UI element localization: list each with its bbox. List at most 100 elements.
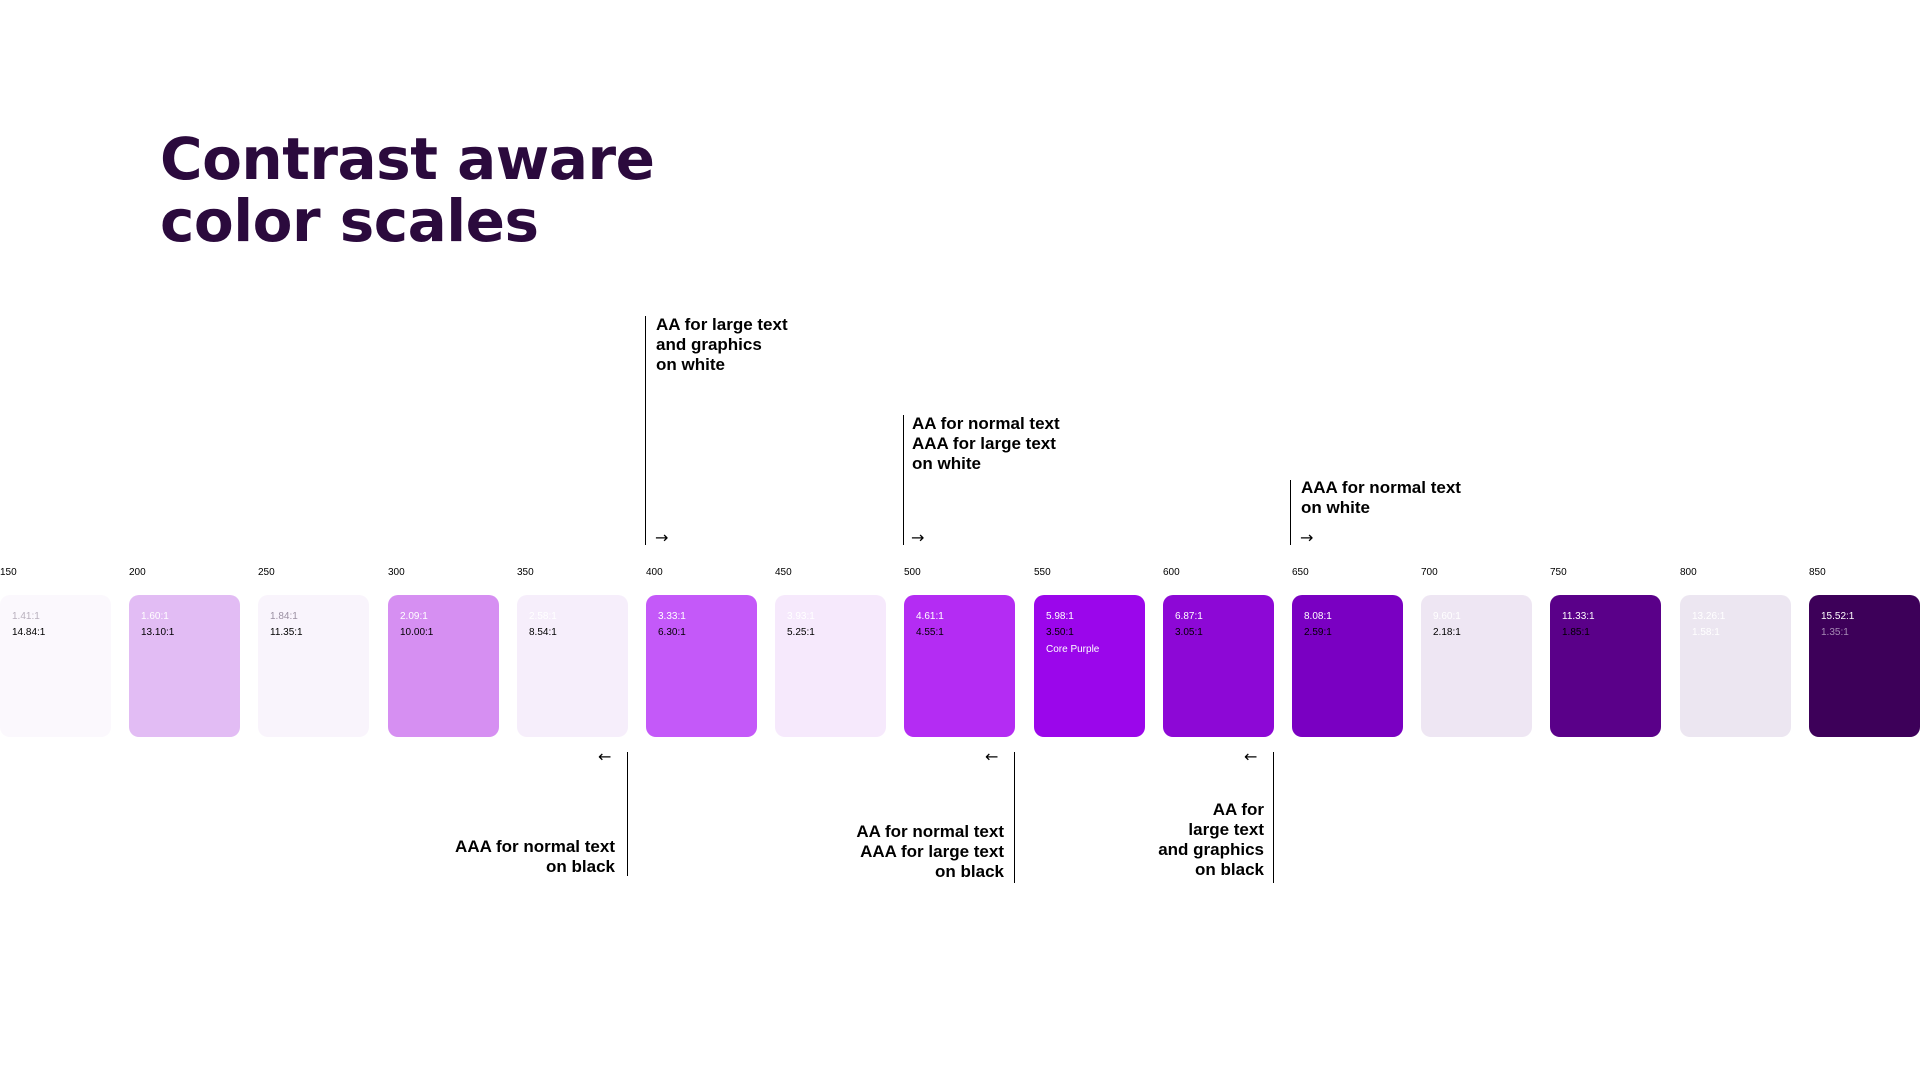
step-label: 600 (1163, 567, 1180, 578)
contrast-ratio-on-white: 4.61:1 (916, 611, 944, 622)
step-label: 450 (775, 567, 792, 578)
step-label: 200 (129, 567, 146, 578)
callout-line: AAA for large text (912, 434, 1056, 453)
color-swatch: 5.98:1 3.50:1 Core Purple (1034, 595, 1145, 737)
callout-line: AA for (1212, 800, 1264, 819)
contrast-ratio-on-black: 6.30:1 (658, 627, 686, 638)
contrast-ratio-on-white: 1.84:1 (270, 611, 298, 622)
callout-rule-aa-large-white (645, 316, 646, 545)
color-swatch: 3.33:1 6.30:1 (646, 595, 757, 737)
step-label: 400 (646, 567, 663, 578)
callout-line: and graphics (656, 335, 762, 354)
step-label: 800 (1680, 567, 1697, 578)
callout-line: on white (656, 355, 725, 374)
step-label: 250 (258, 567, 275, 578)
contrast-ratio-on-black: 3.50:1 (1046, 627, 1074, 638)
arrow-right-icon: → (911, 528, 925, 547)
step-label: 350 (517, 567, 534, 578)
callout-line: on white (912, 454, 981, 473)
callout-line: AA for normal text (856, 822, 1004, 841)
callout-line: AA for large text (656, 315, 788, 334)
contrast-ratio-on-black: 14.84:1 (12, 627, 46, 638)
color-swatch: 1.84:1 11.35:1 (258, 595, 369, 737)
step-label: 500 (904, 567, 921, 578)
contrast-ratio-on-black: 1.85:1 (1562, 627, 1590, 638)
color-swatch: 2.09:1 10.00:1 (388, 595, 499, 737)
contrast-ratio-on-black: 5.25:1 (787, 627, 815, 638)
page-title-line-1: Contrast aware (160, 125, 655, 193)
color-swatch: 8.08:1 2.59:1 (1292, 595, 1403, 737)
contrast-ratio-on-black: 4.55:1 (916, 627, 944, 638)
callout-line: large text (1188, 820, 1264, 839)
step-label: 700 (1421, 567, 1438, 578)
contrast-ratio-on-black: 10.00:1 (400, 627, 434, 638)
step-label: 150 (0, 567, 17, 578)
step-label: 650 (1292, 567, 1309, 578)
contrast-ratio-on-white: 11.33:1 (1562, 611, 1595, 622)
contrast-ratio-on-white: 15.52:1 (1821, 611, 1855, 622)
callout-line: AAA for normal text (455, 837, 615, 856)
arrow-left-icon: ← (985, 747, 999, 766)
callout-aaa-normal-white: AAA for normal text on white (1301, 478, 1461, 518)
contrast-ratio-on-black: 8.54:1 (529, 627, 557, 638)
callout-line: AA for normal text (912, 414, 1060, 433)
contrast-ratio-on-black: 1.35:1 (1821, 627, 1849, 638)
contrast-ratio-on-black: 2.18:1 (1433, 627, 1461, 638)
arrow-right-icon: → (1300, 528, 1314, 547)
contrast-ratio-on-black: 2.59:1 (1304, 627, 1332, 638)
contrast-ratio-on-white: 1.60:1 (141, 611, 169, 622)
color-swatch: 1.41:1 14.84:1 (0, 595, 111, 737)
step-label: 550 (1034, 567, 1051, 578)
contrast-ratio-on-white: 6.87:1 (1175, 611, 1203, 622)
contrast-ratio-on-black: 3.05:1 (1175, 627, 1203, 638)
color-swatch: 15.52:1 1.35:1 (1809, 595, 1920, 737)
color-swatch: 1.60:1 13.10:1 (129, 595, 240, 737)
contrast-ratio-on-white: 2.58:1 (529, 611, 557, 622)
step-label: 850 (1809, 567, 1826, 578)
callout-line: AAA for normal text (1301, 478, 1461, 497)
callout-line: and graphics (1158, 840, 1264, 859)
callout-line: on black (546, 857, 615, 876)
arrow-left-icon: ← (1244, 747, 1258, 766)
callout-rule-aa-normal-white (903, 415, 904, 545)
contrast-ratio-on-black: 13.10:1 (141, 627, 175, 638)
color-swatch: 3.93:1 5.25:1 (775, 595, 886, 737)
callout-aa-large-white: AA for large text and graphics on white (656, 315, 788, 375)
arrow-left-icon: ← (598, 747, 612, 766)
contrast-ratio-on-white: 3.93:1 (787, 611, 815, 622)
contrast-ratio-on-white: 9.60:1 (1433, 611, 1461, 622)
contrast-ratio-on-white: 8.08:1 (1304, 611, 1332, 622)
callout-aa-large-black: AA for large text and graphics on black (1158, 800, 1264, 880)
arrow-right-icon: → (655, 528, 669, 547)
swatch-name: Core Purple (1046, 644, 1100, 655)
callout-line: on black (935, 862, 1004, 881)
callout-rule-aa-normal-black (1014, 752, 1015, 883)
step-label: 750 (1550, 567, 1567, 578)
contrast-ratio-on-white: 1.41:1 (12, 611, 40, 622)
color-swatch: 9.60:1 2.18:1 (1421, 595, 1532, 737)
contrast-ratio-on-black: 11.35:1 (270, 627, 303, 638)
color-swatch: 11.33:1 1.85:1 (1550, 595, 1661, 737)
callout-line: AAA for large text (860, 842, 1004, 861)
callout-rule-aa-large-black (1273, 752, 1274, 883)
page-title-line-2: color scales (160, 187, 539, 255)
callout-line: on black (1195, 860, 1264, 879)
color-swatch: 4.61:1 4.55:1 (904, 595, 1015, 737)
callout-rule-aaa-normal-white (1290, 480, 1291, 545)
contrast-ratio-on-white: 13.26:1 (1692, 611, 1726, 622)
contrast-ratio-on-white: 5.98:1 (1046, 611, 1074, 622)
step-label: 300 (388, 567, 405, 578)
callout-aaa-normal-black: AAA for normal text on black (455, 837, 615, 877)
callout-line: on white (1301, 498, 1370, 517)
contrast-ratio-on-black: 1.58:1 (1692, 627, 1720, 638)
color-swatch: 13.26:1 1.58:1 (1680, 595, 1791, 737)
page-title: Contrast aware color scales (160, 125, 655, 255)
callout-aa-normal-white: AA for normal text AAA for large text on… (912, 414, 1060, 474)
callout-rule-aaa-normal-black (627, 752, 628, 876)
contrast-ratio-on-white: 3.33:1 (658, 611, 686, 622)
callout-aa-normal-black: AA for normal text AAA for large text on… (856, 822, 1004, 882)
contrast-ratio-on-white: 2.09:1 (400, 611, 428, 622)
color-swatch: 6.87:1 3.05:1 (1163, 595, 1274, 737)
color-swatch: 2.58:1 8.54:1 (517, 595, 628, 737)
